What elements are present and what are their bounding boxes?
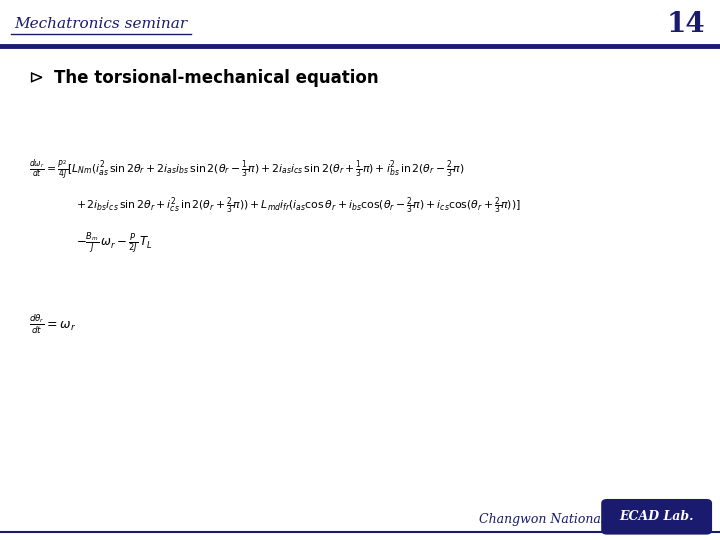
Text: Mechatronics seminar: Mechatronics seminar <box>14 17 187 31</box>
Text: $\frac{d\omega_r}{dt} = \frac{P^2}{4J}[L_{Nm}(i_{as}^2\,\sin 2\theta_r + 2i_{as}: $\frac{d\omega_r}{dt} = \frac{P^2}{4J}[L… <box>29 158 464 183</box>
FancyBboxPatch shape <box>601 499 712 535</box>
Text: ECAD Lab.: ECAD Lab. <box>619 510 694 523</box>
Text: Changwon National Univ.: Changwon National Univ. <box>479 513 641 526</box>
Text: $\vartriangleright$: $\vartriangleright$ <box>25 69 44 87</box>
Text: $-\frac{B_m}{J}\,\omega_r - \frac{P}{2J}\,T_L$: $-\frac{B_m}{J}\,\omega_r - \frac{P}{2J}… <box>76 231 153 255</box>
Text: 14: 14 <box>667 11 706 38</box>
Text: $+\,2i_{bs}i_{cs}\,\sin 2\theta_r + i_{cs}^2\,\mathrm{in}\,2(\theta_r + \frac{2}: $+\,2i_{bs}i_{cs}\,\sin 2\theta_r + i_{c… <box>76 195 521 217</box>
Text: $\frac{d\theta_r}{dt} = \omega_r$: $\frac{d\theta_r}{dt} = \omega_r$ <box>29 312 76 336</box>
Text: The torsional-mechanical equation: The torsional-mechanical equation <box>54 69 379 87</box>
